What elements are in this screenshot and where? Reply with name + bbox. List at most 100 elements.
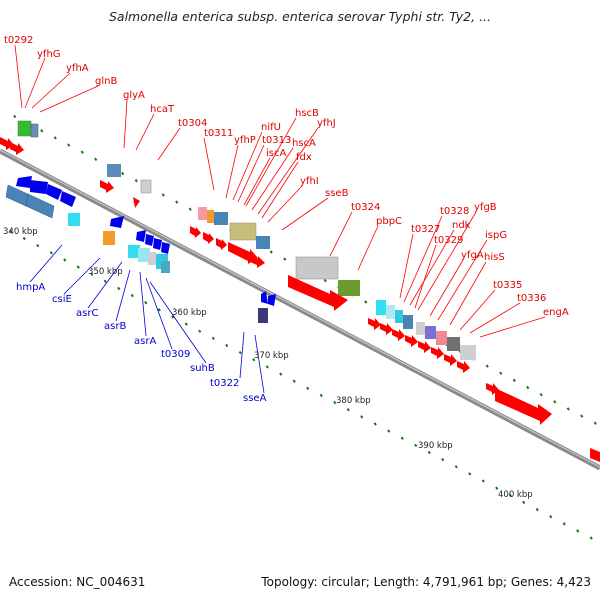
gene-label-t0335: t0335 — [493, 280, 522, 291]
leader-line — [232, 131, 263, 201]
tick-mark — [238, 350, 242, 355]
feature-block — [103, 231, 115, 245]
forward-gene-arrow — [190, 226, 201, 238]
tick-mark — [211, 336, 215, 341]
gene-label-ispG: ispG — [485, 230, 507, 241]
gene-label-t0336: t0336 — [517, 293, 546, 304]
kbp-label: 370 kbp — [254, 351, 289, 361]
leader-line — [145, 277, 173, 350]
tick-mark — [522, 500, 526, 505]
gene-label-csiE: csiE — [52, 294, 72, 305]
feature-block — [460, 345, 476, 360]
forward-gene-arrow — [380, 323, 393, 335]
tick-mark — [319, 393, 323, 398]
tick-mark — [553, 400, 557, 404]
feature-block — [256, 236, 270, 249]
kbp-scale-labels: 340 kbp 350 kbp 360 kbp 370 kbp 380 kbp … — [3, 227, 533, 500]
tick-mark — [80, 150, 84, 154]
top-gene-labels: t0292 yfhG yfhA glnB glyA hcaT t0304 t03… — [4, 35, 569, 318]
tick-mark — [225, 343, 229, 348]
tick-mark — [63, 258, 67, 262]
leader-line — [135, 113, 155, 151]
feature-block — [436, 331, 447, 345]
tick-mark — [562, 522, 566, 526]
leader-line — [225, 144, 239, 199]
tick-mark — [161, 193, 165, 197]
forward-gene-arrow — [133, 197, 140, 208]
feature-block — [17, 120, 32, 137]
leader-line — [87, 261, 123, 309]
tick-mark — [292, 379, 296, 383]
tick-mark — [539, 393, 543, 397]
tick-mark — [76, 265, 80, 269]
tick-mark — [134, 179, 138, 183]
map-title: Salmonella enterica subsp. enterica sero… — [108, 9, 492, 24]
forward-genes — [0, 137, 600, 462]
tick-mark — [184, 322, 188, 326]
reverse-gene-arrow — [110, 216, 124, 228]
gene-label-yfhI: yfhI — [300, 176, 319, 187]
kbp-label: 380 kbp — [336, 396, 371, 406]
leader-line — [409, 229, 455, 306]
kbp-label: 390 kbp — [418, 441, 453, 451]
leader-line — [437, 239, 488, 321]
leader-line — [357, 225, 379, 271]
tick-mark — [198, 329, 202, 333]
tick-mark — [269, 250, 273, 254]
feature-block — [68, 213, 80, 226]
tick-mark — [593, 421, 597, 425]
leader-line — [449, 261, 487, 326]
feature-blocks-lower — [5, 184, 268, 323]
forward-gene-arrow — [444, 354, 457, 366]
tick-mark — [589, 536, 593, 540]
gene-label-yfhP: yfhP — [234, 135, 256, 146]
forward-gene-arrow — [368, 318, 381, 330]
reverse-gene-arrow — [46, 184, 62, 200]
feature-block — [214, 212, 228, 225]
gene-label-t0328: t0328 — [440, 206, 469, 217]
tick-mark — [144, 301, 148, 305]
feature-block — [140, 179, 152, 194]
tick-mark — [566, 407, 570, 411]
gene-label-hscA: hscA — [292, 138, 316, 149]
reverse-gene-arrow — [16, 176, 32, 188]
forward-gene-arrow — [203, 232, 214, 244]
tick-mark — [279, 372, 283, 376]
tick-mark — [103, 279, 107, 283]
tick-mark — [94, 157, 98, 161]
gene-label-pbpC: pbpC — [376, 216, 402, 227]
leader-line — [203, 137, 215, 191]
gene-label-t0292: t0292 — [4, 35, 33, 46]
feature-block — [258, 308, 268, 323]
tick-mark — [252, 358, 256, 362]
tick-mark — [346, 408, 350, 412]
gene-label-t0324: t0324 — [351, 202, 380, 213]
feature-block — [25, 193, 55, 219]
tick-mark — [49, 251, 53, 255]
gene-label-fdx: fdx — [296, 152, 312, 163]
forward-gene-arrow — [10, 142, 24, 155]
tick-mark — [468, 472, 472, 476]
leader-line — [254, 334, 265, 394]
forward-gene-arrow — [590, 448, 600, 462]
tick-mark — [499, 371, 503, 375]
gene-label-t0304: t0304 — [178, 118, 207, 129]
gene-label-iscA: iscA — [266, 148, 286, 159]
gene-label-yfhA: yfhA — [66, 63, 89, 74]
tick-mark — [175, 200, 179, 204]
gene-label-hcaT: hcaT — [150, 104, 175, 115]
feature-block — [338, 280, 360, 296]
tick-mark — [283, 257, 287, 261]
feature-block — [148, 252, 156, 265]
gene-label-sseA: sseA — [243, 393, 267, 404]
tick-mark — [373, 422, 377, 426]
gene-label-asrC: asrC — [76, 308, 98, 319]
tick-mark — [512, 378, 516, 383]
gene-label-t0322: t0322 — [210, 378, 239, 389]
tick-mark — [90, 272, 94, 276]
tick-mark — [333, 400, 337, 405]
tick-mark — [535, 507, 539, 512]
leader-line — [139, 271, 147, 337]
kbp-label: 400 kbp — [498, 490, 533, 500]
